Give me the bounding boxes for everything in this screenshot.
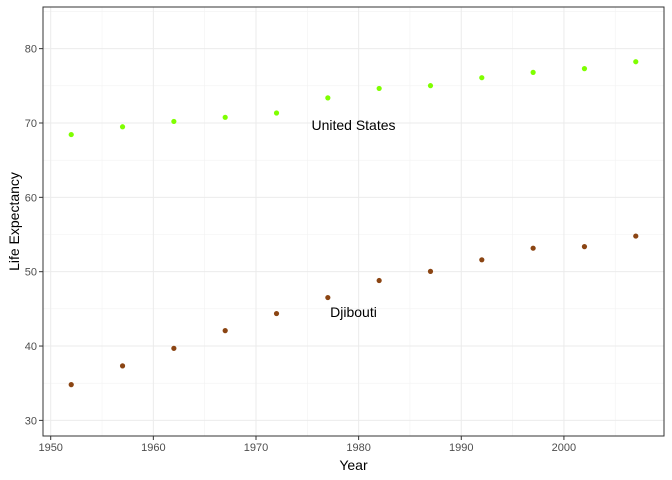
x-tick-label: 1960	[141, 442, 165, 454]
data-point-series-2	[325, 294, 331, 301]
point-annotation-label: Djibouti	[330, 304, 377, 320]
data-point-series-1	[273, 110, 280, 116]
data-point-series-2	[581, 244, 588, 250]
data-point-series-1	[633, 59, 639, 65]
data-point-series-2	[68, 382, 74, 388]
data-point-series-2	[633, 233, 639, 239]
data-point-series-1	[171, 118, 177, 125]
data-point-series-1	[119, 124, 126, 130]
data-point-series-2	[530, 245, 536, 251]
x-axis: 1950 1960 1970 1980 1990 2000	[38, 436, 576, 454]
y-tick-label: 40	[25, 341, 37, 353]
point-annotation-label: United States	[311, 117, 395, 133]
plot-border	[42, 6, 665, 437]
x-tick-label: 1980	[346, 442, 370, 454]
y-tick-label: 70	[25, 118, 37, 130]
data-point-series-1	[376, 85, 382, 92]
data-point-series-2	[171, 345, 177, 351]
y-tick-label: 80	[25, 44, 37, 56]
x-tick-label: 1950	[38, 442, 62, 454]
x-tick-label: 1990	[449, 442, 473, 454]
annotations: United States Djibouti	[311, 117, 395, 320]
y-tick-label: 60	[25, 192, 37, 204]
y-axis-title: Life Expectancy	[6, 172, 22, 271]
x-tick-label: 2000	[552, 442, 576, 454]
y-tick-label: 30	[25, 415, 37, 427]
data-point-series-1	[325, 95, 331, 101]
data-points	[68, 59, 639, 388]
data-point-series-2	[273, 310, 280, 317]
data-point-series-1	[427, 83, 434, 89]
data-point-series-1	[530, 69, 536, 75]
data-point-series-1	[581, 66, 588, 72]
x-axis-title: Year	[339, 457, 368, 473]
minor-gridlines	[43, 7, 664, 436]
data-point-series-1	[222, 114, 228, 120]
y-axis: 30 40 50 60 70 80	[25, 44, 43, 427]
data-point-series-2	[427, 268, 434, 274]
data-point-series-2	[376, 277, 382, 284]
data-point-series-2	[479, 257, 485, 263]
data-point-series-2	[119, 363, 126, 369]
x-tick-label: 1970	[244, 442, 268, 454]
major-gridlines	[43, 7, 664, 436]
y-tick-label: 50	[25, 267, 37, 279]
data-point-series-1	[68, 131, 74, 138]
plot-background	[43, 7, 664, 436]
data-point-series-1	[479, 75, 485, 81]
data-point-series-2	[222, 328, 228, 334]
